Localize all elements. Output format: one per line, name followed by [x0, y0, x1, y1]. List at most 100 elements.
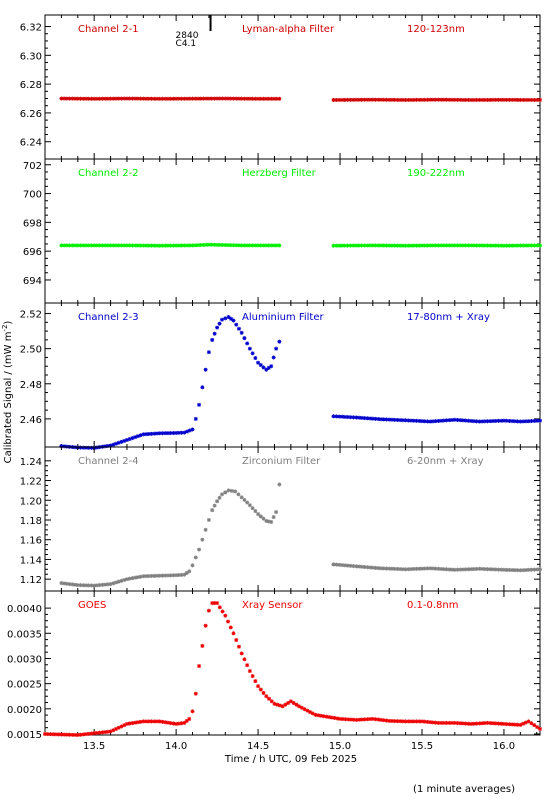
data-point	[452, 417, 457, 422]
y-tick-label: 2.46	[20, 415, 42, 426]
filter-name: Zirconium Filter	[242, 456, 321, 467]
data-point	[318, 713, 323, 718]
data-point	[185, 96, 190, 101]
data-point	[425, 419, 430, 424]
data-point	[535, 243, 540, 248]
data-point	[197, 664, 202, 669]
data-point	[200, 537, 205, 542]
data-point	[59, 243, 64, 248]
data-point	[368, 565, 373, 570]
data-point	[269, 96, 274, 101]
data-point	[97, 730, 102, 735]
data-point	[200, 643, 205, 648]
data-point	[334, 97, 339, 102]
data-point	[277, 482, 282, 487]
data-point	[353, 243, 358, 248]
data-point	[351, 415, 356, 420]
data-point	[501, 567, 506, 572]
data-point	[78, 583, 83, 588]
data-point	[460, 567, 465, 572]
data-point	[450, 417, 455, 422]
data-point	[529, 97, 534, 102]
data-point	[108, 243, 113, 248]
data-point	[272, 243, 277, 248]
data-point	[135, 434, 140, 439]
data-point	[258, 243, 263, 248]
channel-name: Channel 2-4	[78, 456, 139, 467]
data-point	[409, 567, 414, 572]
data-point	[447, 720, 452, 725]
data-point	[359, 415, 364, 420]
data-point	[463, 567, 468, 572]
data-point	[447, 97, 452, 102]
y-tick-label: 6.24	[20, 138, 42, 149]
data-point	[200, 385, 205, 390]
data-point	[512, 568, 517, 573]
data-point	[108, 729, 113, 734]
data-point	[441, 97, 446, 102]
data-point	[477, 97, 482, 102]
data-point	[466, 97, 471, 102]
data-point	[78, 732, 83, 737]
data-point	[510, 97, 515, 102]
data-point	[422, 243, 427, 248]
data-point	[450, 97, 455, 102]
data-point	[414, 243, 419, 248]
data-point	[70, 732, 75, 737]
data-point	[261, 365, 266, 370]
data-point	[381, 417, 386, 422]
data-point	[359, 97, 364, 102]
data-point	[422, 97, 427, 102]
y-tick-label: 2.48	[20, 380, 42, 391]
data-point	[171, 721, 176, 726]
data-point	[212, 503, 217, 508]
data-point	[425, 566, 430, 571]
data-point	[187, 96, 192, 101]
data-point	[212, 96, 217, 101]
data-point	[86, 445, 91, 450]
data-point	[174, 573, 179, 578]
data-point	[493, 243, 498, 248]
y-tick-label: 698	[23, 218, 42, 229]
data-point	[174, 721, 179, 726]
data-point	[135, 96, 140, 101]
data-point	[269, 243, 274, 248]
data-point	[480, 721, 485, 726]
data-point	[538, 418, 542, 423]
data-point	[469, 97, 474, 102]
data-point	[419, 419, 424, 424]
data-point	[362, 717, 367, 722]
data-point	[127, 243, 132, 248]
data-point	[185, 429, 190, 434]
data-point	[482, 97, 487, 102]
data-point	[491, 721, 496, 726]
data-point	[198, 96, 203, 101]
data-point	[529, 419, 534, 424]
data-point	[124, 96, 129, 101]
data-point	[165, 96, 170, 101]
data-point	[441, 243, 446, 248]
data-point	[160, 243, 165, 248]
data-point	[354, 717, 359, 722]
data-point	[471, 243, 476, 248]
data-point	[182, 243, 187, 248]
data-point	[384, 566, 389, 571]
data-point	[100, 582, 105, 587]
data-point	[329, 715, 334, 720]
data-point	[206, 242, 211, 247]
data-point	[403, 97, 408, 102]
data-point	[86, 731, 91, 736]
data-point	[362, 243, 367, 248]
data-point	[160, 719, 165, 724]
data-point	[441, 418, 446, 423]
data-point	[171, 431, 176, 436]
data-point	[258, 687, 263, 692]
data-point	[504, 722, 509, 727]
data-point	[493, 97, 498, 102]
data-point	[127, 576, 132, 581]
data-point	[94, 730, 99, 735]
data-point	[176, 573, 181, 578]
data-point	[242, 497, 247, 502]
data-point	[45, 732, 50, 737]
data-point	[488, 721, 493, 726]
